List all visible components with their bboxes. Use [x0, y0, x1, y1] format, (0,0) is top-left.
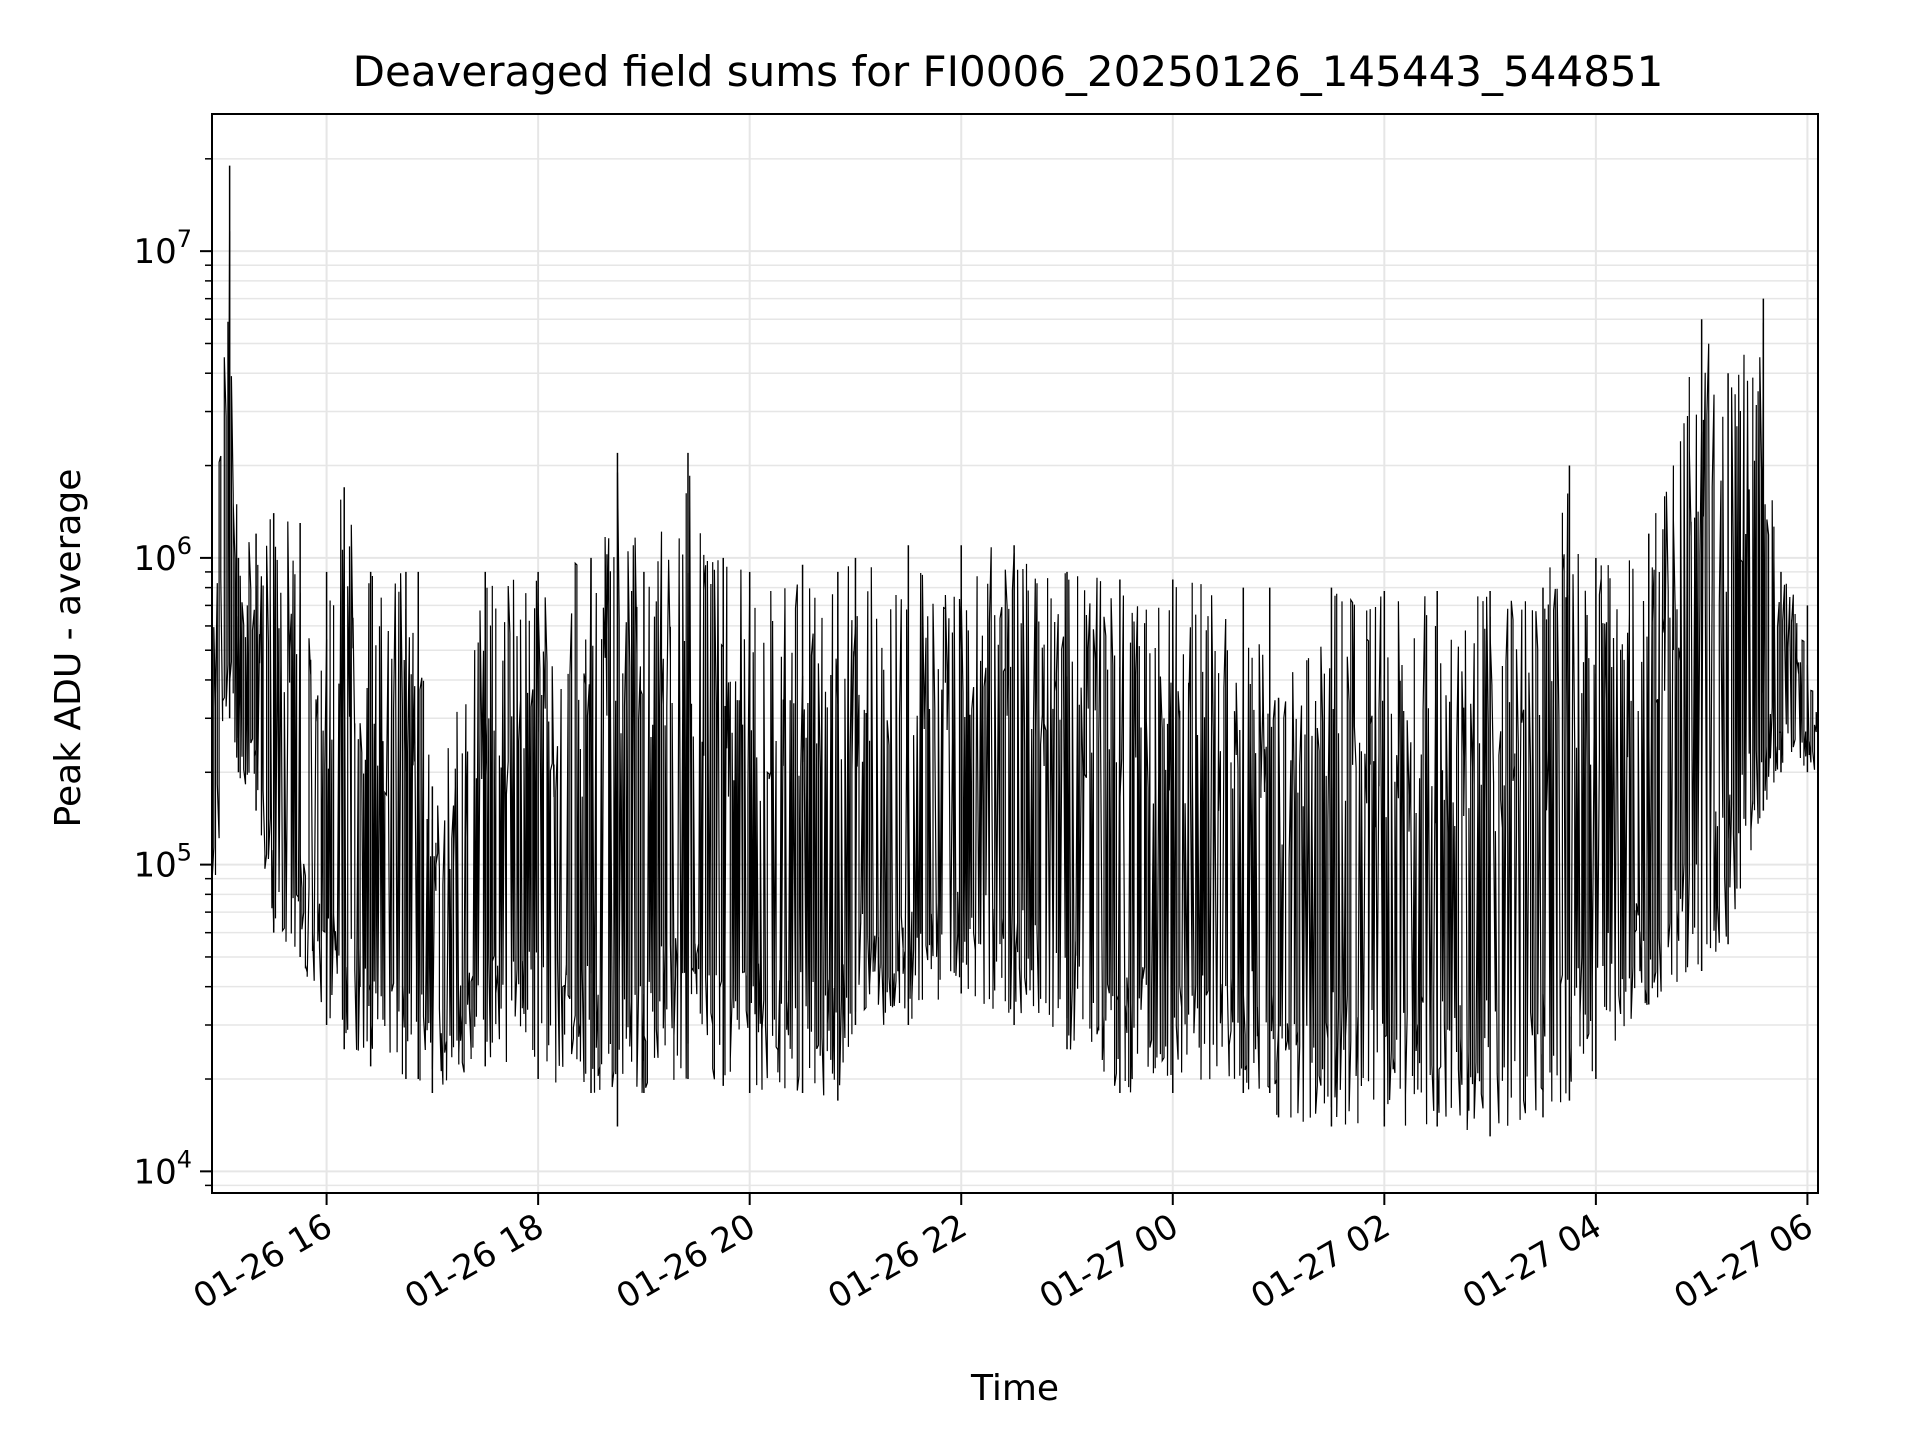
chart-title: Deaveraged field sums for FI0006_2025012… [353, 47, 1664, 96]
y-tick-label: 107 [133, 225, 192, 272]
series-line [211, 165, 1819, 1137]
y-axis: 104 105 106 107 [133, 158, 212, 1192]
y-tick-label: 105 [133, 839, 192, 886]
y-tick-label: 106 [133, 532, 192, 579]
y-tick-label: 104 [133, 1145, 192, 1192]
y-axis-label: Peak ADU - average [48, 469, 89, 828]
x-axis-label: Time [970, 1368, 1059, 1409]
plot-frame [211, 113, 1819, 1194]
